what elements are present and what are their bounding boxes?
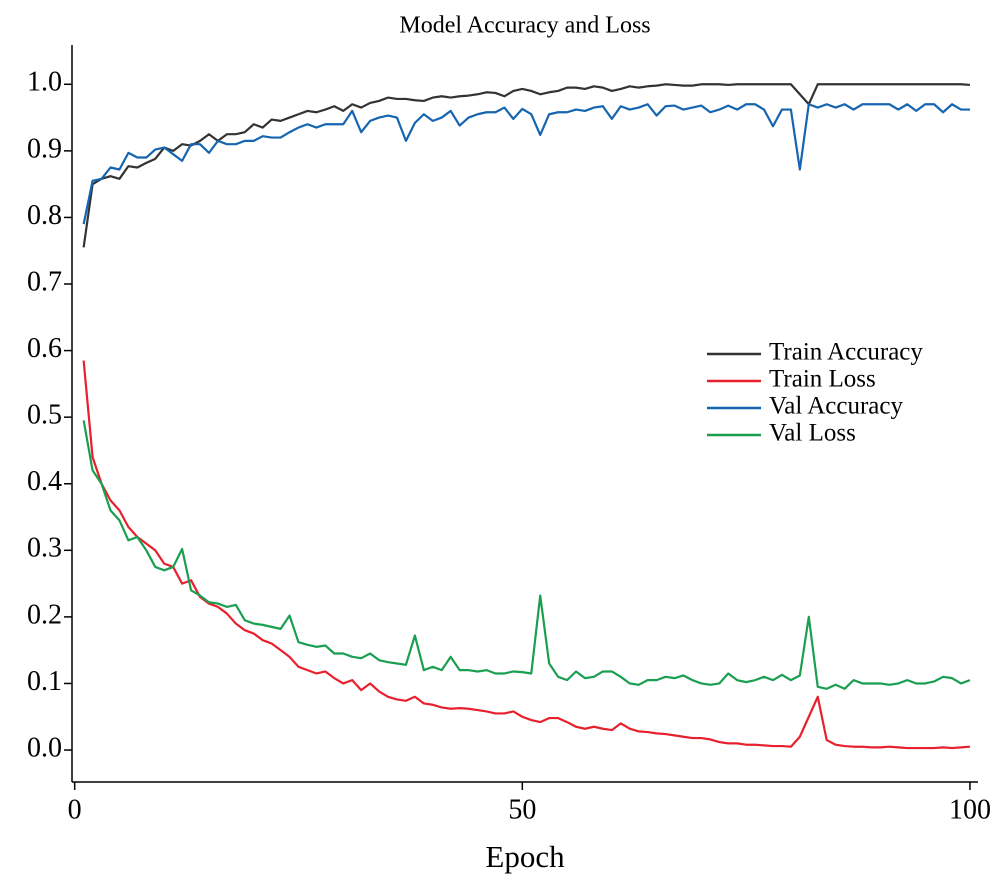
x-tick-label: 0 bbox=[68, 794, 82, 825]
legend-label: Val Accuracy bbox=[769, 393, 903, 420]
y-tick-label: 1.0 bbox=[27, 67, 62, 98]
line-series bbox=[82, 420, 971, 690]
legend-label: Train Accuracy bbox=[769, 339, 923, 366]
y-tick-label: 0.6 bbox=[27, 333, 62, 364]
x-tick-label: 50 bbox=[508, 794, 536, 825]
line-series bbox=[82, 83, 971, 248]
legend-label: Val Loss bbox=[769, 420, 856, 447]
x-tick-label: 100 bbox=[949, 794, 991, 825]
line-series bbox=[82, 360, 971, 750]
y-tick-label: 0.9 bbox=[27, 133, 62, 164]
y-tick-label: 0.8 bbox=[27, 200, 62, 231]
y-tick-label: 0.4 bbox=[27, 466, 62, 497]
y-tick-label: 0.5 bbox=[27, 400, 62, 431]
y-tick-label: 0.0 bbox=[27, 732, 62, 763]
legend-label: Train Loss bbox=[769, 366, 876, 393]
y-tick-label: 0.2 bbox=[27, 599, 62, 630]
x-axis-label: Epoch bbox=[485, 839, 565, 874]
line-series bbox=[82, 103, 970, 225]
y-tick-label: 0.7 bbox=[27, 266, 62, 297]
y-tick-label: 0.1 bbox=[27, 666, 62, 697]
y-tick-label: 0.3 bbox=[27, 533, 62, 564]
chart-title: Model Accuracy and Loss bbox=[399, 13, 650, 39]
